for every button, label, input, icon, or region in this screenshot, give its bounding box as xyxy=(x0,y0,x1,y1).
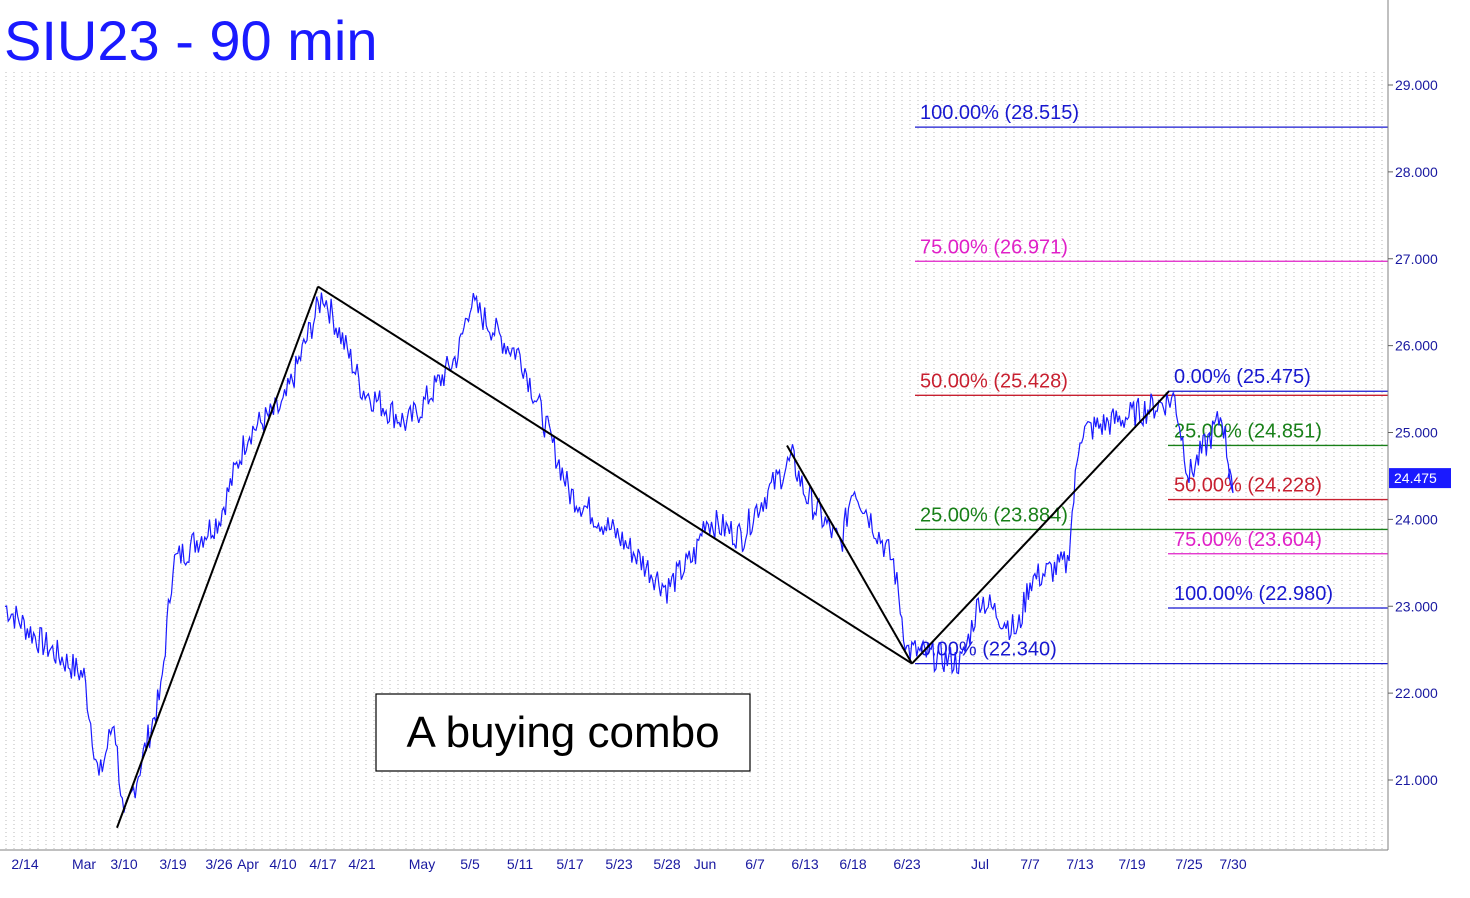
x-tick-label: 3/10 xyxy=(110,856,137,872)
x-tick-label: 7/13 xyxy=(1066,856,1093,872)
y-tick-label: 26.000 xyxy=(1395,338,1438,354)
x-tick-label: 7/30 xyxy=(1219,856,1246,872)
annotation-text: A buying combo xyxy=(406,708,719,757)
x-tick-label: 5/28 xyxy=(653,856,680,872)
fib-level-label: 100.00% (22.980) xyxy=(1174,583,1333,605)
x-tick-label: 4/21 xyxy=(348,856,375,872)
y-tick-label: 28.000 xyxy=(1395,164,1438,180)
annotation-box xyxy=(375,693,751,772)
x-tick-label: Jun xyxy=(694,856,717,872)
last-price-marker xyxy=(1389,468,1451,489)
x-tick-label: 3/19 xyxy=(159,856,186,872)
trend-line xyxy=(317,285,913,665)
trend-line xyxy=(786,445,913,665)
x-tick-label: 7/7 xyxy=(1020,856,1040,872)
fib-level-label: 100.00% (28.515) xyxy=(920,102,1079,124)
y-tick-label: 27.000 xyxy=(1395,251,1438,267)
price-series-line xyxy=(4,292,1234,813)
y-tick-label: 24.000 xyxy=(1395,511,1438,527)
x-tick-label: 5/23 xyxy=(605,856,632,872)
fib-level-layer: 100.00% (28.515) 75.00% (26.971) 50.00% (2… xyxy=(915,102,1388,665)
trend-line-layer xyxy=(116,285,1170,829)
x-tick-label: 3/26 xyxy=(205,856,232,872)
x-tick-label: 5/17 xyxy=(556,856,583,872)
chart-title: SIU23 - 90 min xyxy=(4,9,378,72)
y-tick-label: 21.000 xyxy=(1395,772,1438,788)
y-tick-label: 22.000 xyxy=(1395,685,1438,701)
y-tick-label: 25.000 xyxy=(1395,425,1438,441)
x-tick-label: 5/11 xyxy=(507,856,533,872)
fib-level-label: 50.00% (25.428) xyxy=(920,370,1068,392)
x-tick-label: 7/19 xyxy=(1118,856,1145,872)
x-tick-label: 4/17 xyxy=(309,856,336,872)
x-tick-label: Mar xyxy=(72,856,96,872)
x-tick-label: 6/13 xyxy=(791,856,818,872)
fib-level-label: 75.00% (23.604) xyxy=(1174,529,1322,551)
x-tick-label: 7/25 xyxy=(1175,856,1202,872)
x-tick-label: 5/5 xyxy=(460,856,480,872)
y-tick-label: 29.000 xyxy=(1395,77,1438,93)
trend-line xyxy=(116,286,319,829)
x-tick-label: Apr xyxy=(237,856,259,872)
x-tick-label: 2/14 xyxy=(11,856,38,872)
x-tick-label: May xyxy=(409,856,435,872)
y-tick-label: 23.000 xyxy=(1395,598,1438,614)
trend-line xyxy=(911,390,1170,665)
price-series-layer xyxy=(4,292,1234,813)
x-tick-label: Jul xyxy=(971,856,989,872)
fib-level-label: 0.00% (25.475) xyxy=(1174,366,1311,388)
x-tick-label: 6/18 xyxy=(839,856,866,872)
fib-level-label: 25.00% (23.884) xyxy=(920,504,1068,526)
x-tick-label: 6/7 xyxy=(745,856,765,872)
x-tick-label: 6/23 xyxy=(893,856,920,872)
last-price-label: 24.475 xyxy=(1394,470,1437,486)
fib-level-label: 50.00% (24.228) xyxy=(1174,475,1322,497)
fib-level-label: 0.00% (22.340) xyxy=(920,639,1057,661)
axis-layer: 21.000 22.000 23.000 24.000 25.000 26.000 27.0… xyxy=(0,0,1438,872)
fib-level-label: 75.00% (26.971) xyxy=(920,236,1068,258)
text-layer: SIU23 - 90 min A buying combo 24.475 xyxy=(4,9,1451,772)
fib-level-label: 25.00% (24.851) xyxy=(1174,420,1322,442)
x-tick-label: 4/10 xyxy=(269,856,296,872)
